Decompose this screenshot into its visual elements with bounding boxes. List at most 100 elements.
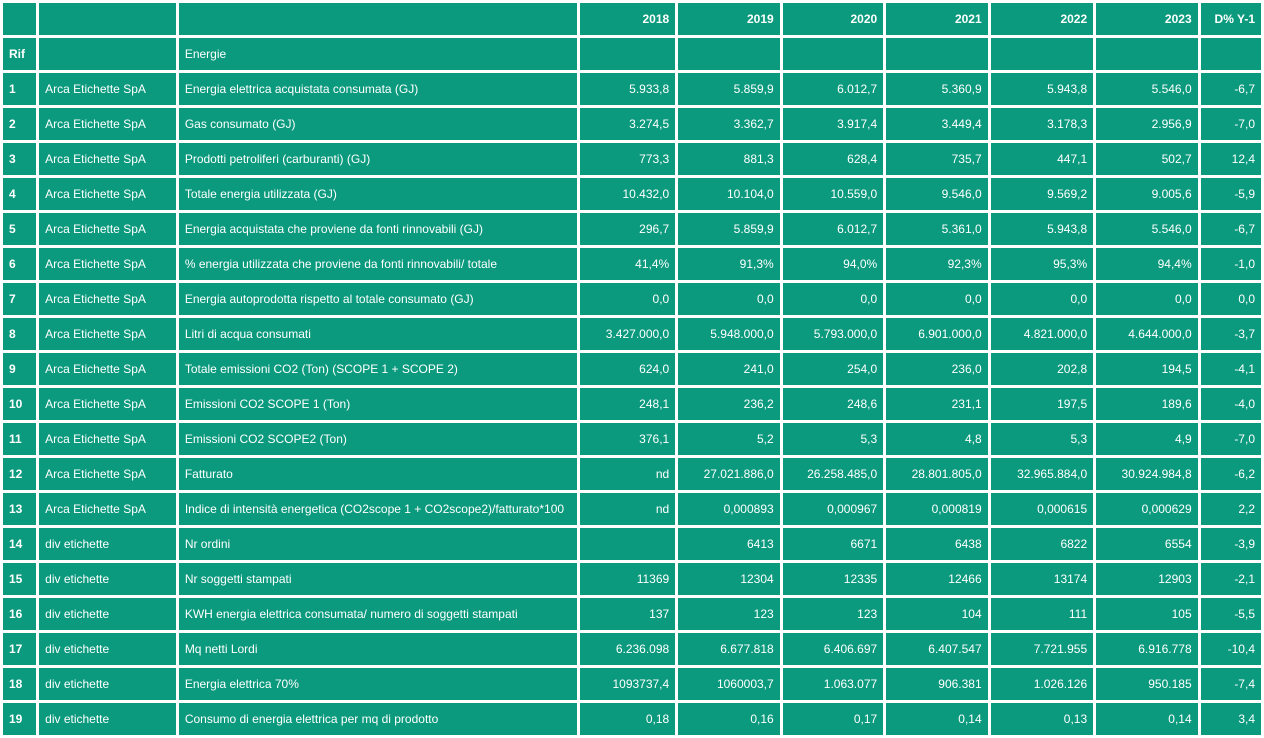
value-cell: 0,14 (1096, 703, 1198, 735)
value-cell: 104 (886, 598, 988, 630)
year-header: 2018 (579, 3, 676, 35)
company-cell: Arca Etichette SpA (39, 178, 176, 210)
value-cell: 0,0 (886, 283, 988, 315)
value-cell: 6.012,7 (782, 213, 884, 245)
description-cell: Energia autoprodotta rispetto al totale … (178, 283, 577, 315)
year-header: 2020 (782, 3, 884, 35)
description-cell: Consumo di energia elettrica per mq di p… (178, 703, 577, 735)
value-cell: 95,3% (990, 248, 1094, 280)
value-cell: 11369 (579, 563, 676, 595)
company-cell: div etichette (39, 528, 176, 560)
value-cell: 0,000893 (678, 493, 780, 525)
value-cell: 94,4% (1096, 248, 1198, 280)
description-cell: Energia elettrica acquistata consumata (… (178, 73, 577, 105)
value-cell: 3.274,5 (579, 108, 676, 140)
value-cell: 248,1 (579, 388, 676, 420)
value-cell: 0,0 (782, 283, 884, 315)
value-cell: 296,7 (579, 213, 676, 245)
value-cell: 6822 (990, 528, 1094, 560)
company-cell: Arca Etichette SpA (39, 108, 176, 140)
description-cell: Emissioni CO2 SCOPE2 (Ton) (178, 423, 577, 455)
table-row: 19 div etichette Consumo di energia elettr… (3, 703, 1261, 735)
value-cell: 735,7 (886, 143, 988, 175)
company-cell: Arca Etichette SpA (39, 73, 176, 105)
value-cell: 9.546,0 (886, 178, 988, 210)
table-row: 13 Arca Etichette SpA Indice di intensità … (3, 493, 1261, 525)
value-cell: 241,0 (678, 353, 780, 385)
description-cell: Emissioni CO2 SCOPE 1 (Ton) (178, 388, 577, 420)
header-empty-cell (178, 3, 577, 35)
table-row: 17 div etichette Mq netti Lordi 6.236.098 6.… (3, 633, 1261, 665)
rif-header: Rif (3, 38, 37, 70)
value-cell: 194,5 (1096, 353, 1198, 385)
value-cell: 5.361,0 (886, 213, 988, 245)
value-cell: 0,000629 (1096, 493, 1198, 525)
rif-cell: 10 (3, 388, 37, 420)
rif-cell: 9 (3, 353, 37, 385)
value-cell: 1.063.077 (782, 668, 884, 700)
value-cell: 91,3% (678, 248, 780, 280)
description-cell: Gas consumato (GJ) (178, 108, 577, 140)
company-cell: Arca Etichette SpA (39, 353, 176, 385)
company-cell: Arca Etichette SpA (39, 493, 176, 525)
value-cell: 881,3 (678, 143, 780, 175)
value-cell: 4.821.000,0 (990, 318, 1094, 350)
value-cell: 624,0 (579, 353, 676, 385)
value-cell: 950.185 (1096, 668, 1198, 700)
section-empty-cell (990, 38, 1094, 70)
header-row: 2018 2019 2020 2021 2022 2023 D% Y-1 (3, 3, 1261, 35)
value-cell: 12466 (886, 563, 988, 595)
value-cell: 10.104,0 (678, 178, 780, 210)
section-empty-cell (678, 38, 780, 70)
description-cell: Energia elettrica 70% (178, 668, 577, 700)
description-cell: Mq netti Lordi (178, 633, 577, 665)
rif-cell: 2 (3, 108, 37, 140)
delta-cell: -7,4 (1200, 668, 1261, 700)
value-cell: 202,8 (990, 353, 1094, 385)
delta-cell: -5,5 (1200, 598, 1261, 630)
table-row: 3 Arca Etichette SpA Prodotti petroliferi … (3, 143, 1261, 175)
section-empty-cell (39, 38, 176, 70)
value-cell: 26.258.485,0 (782, 458, 884, 490)
value-cell: 628,4 (782, 143, 884, 175)
value-cell: 248,6 (782, 388, 884, 420)
company-cell: Arca Etichette SpA (39, 423, 176, 455)
value-cell: 0,16 (678, 703, 780, 735)
description-cell: Litri di acqua consumati (178, 318, 577, 350)
section-empty-cell (1200, 38, 1261, 70)
value-cell: 447,1 (990, 143, 1094, 175)
rif-cell: 16 (3, 598, 37, 630)
value-cell: 10.432,0 (579, 178, 676, 210)
value-cell: 5.943,8 (990, 73, 1094, 105)
value-cell: 5.933,8 (579, 73, 676, 105)
delta-cell: -6,2 (1200, 458, 1261, 490)
company-cell: div etichette (39, 668, 176, 700)
delta-cell: -3,7 (1200, 318, 1261, 350)
table-row: 9 Arca Etichette SpA Totale emissioni CO2 … (3, 353, 1261, 385)
description-cell: Prodotti petroliferi (carburanti) (GJ) (178, 143, 577, 175)
section-empty-cell (1096, 38, 1198, 70)
company-cell: Arca Etichette SpA (39, 318, 176, 350)
value-cell: 1060003,7 (678, 668, 780, 700)
rif-cell: 19 (3, 703, 37, 735)
value-cell: 6.677.818 (678, 633, 780, 665)
description-cell: % energia utilizzata che proviene da fon… (178, 248, 577, 280)
value-cell: 5.793.000,0 (782, 318, 884, 350)
value-cell: 773,3 (579, 143, 676, 175)
value-cell: nd (579, 493, 676, 525)
value-cell: 12335 (782, 563, 884, 595)
delta-cell: -5,9 (1200, 178, 1261, 210)
table-row: 6 Arca Etichette SpA% energia utilizzata … (3, 248, 1261, 280)
value-cell: 3.362,7 (678, 108, 780, 140)
table-row: 11 Arca Etichette SpA Emissioni CO2 SCOPE2… (3, 423, 1261, 455)
rif-cell: 5 (3, 213, 37, 245)
value-cell: 5,3 (782, 423, 884, 455)
description-cell: Energia acquistata che proviene da fonti… (178, 213, 577, 245)
value-cell: 0,0 (678, 283, 780, 315)
company-cell: div etichette (39, 563, 176, 595)
delta-cell: -7,0 (1200, 108, 1261, 140)
value-cell: 1093737,4 (579, 668, 676, 700)
company-cell: Arca Etichette SpA (39, 458, 176, 490)
value-cell: 5.546,0 (1096, 213, 1198, 245)
value-cell: 6.012,7 (782, 73, 884, 105)
